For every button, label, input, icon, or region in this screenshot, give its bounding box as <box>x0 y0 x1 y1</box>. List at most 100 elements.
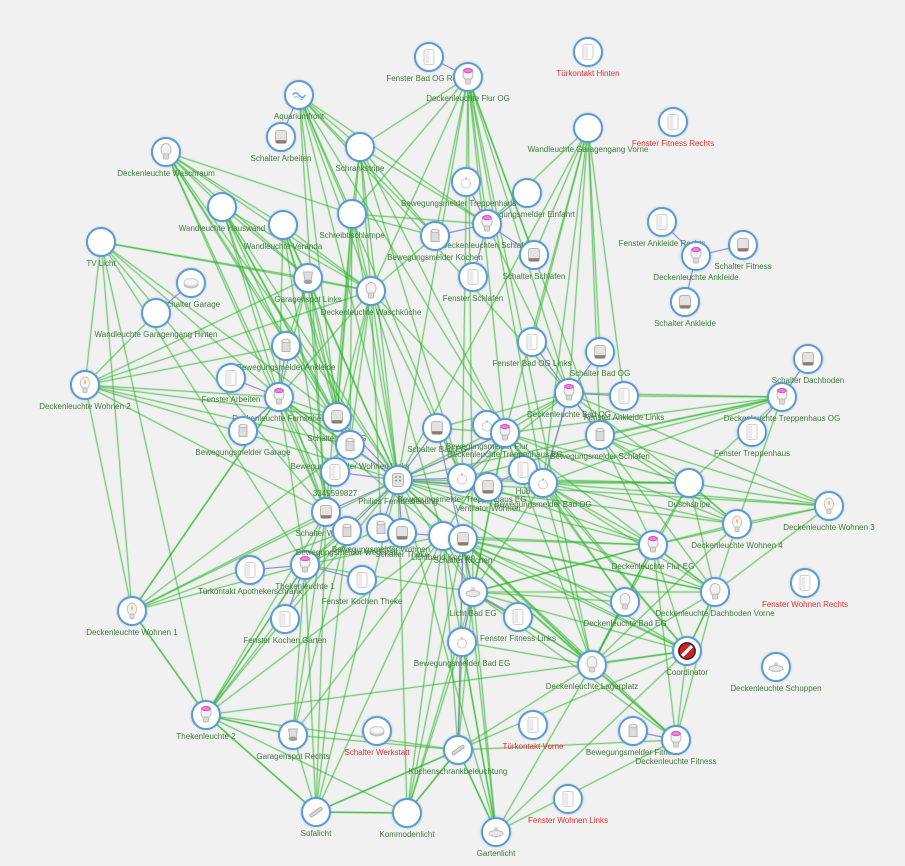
graph-node-garagenspot-links[interactable] <box>293 263 323 293</box>
graph-node-kuechenschrankbeleuchtung[interactable] <box>443 735 473 765</box>
graph-node-fenster-wohnen-links[interactable] <box>553 784 583 814</box>
mesh-edge <box>495 650 688 833</box>
window-icon <box>795 573 815 593</box>
graph-node-bewegungsmelder-bad-eg[interactable] <box>447 627 477 657</box>
graph-node-wandleuchte-hauswand[interactable] <box>207 192 237 222</box>
cylinder-icon <box>340 435 360 455</box>
graph-node-aquariumfront[interactable] <box>284 80 314 110</box>
graph-node-schalter-schlafen[interactable] <box>519 240 549 270</box>
graph-node-thekenleuchte-1[interactable] <box>290 550 320 580</box>
graph-node-wandleuchte-garagengang-vorne[interactable] <box>573 113 603 143</box>
graph-node-tuerkontakt-vorne[interactable] <box>518 710 548 740</box>
candle-icon <box>122 601 142 621</box>
graph-node-bewegungsmelder-wohnen-links[interactable] <box>335 430 365 460</box>
graph-node-bewegungsmelder-ankleide[interactable] <box>271 331 301 361</box>
mesh-edge <box>533 127 589 256</box>
mesh-edge <box>165 151 284 226</box>
graph-node-schalter-arbeiten[interactable] <box>266 122 296 152</box>
switch-icon <box>427 418 447 438</box>
graph-node-deckenleuchte-treppenhaus-og[interactable] <box>767 382 797 412</box>
graph-node-garagenspot-rechts[interactable] <box>278 720 308 750</box>
graph-node-tv-licht[interactable] <box>86 227 116 257</box>
graph-node-deckenleuchte-lagerplatz[interactable] <box>577 650 607 680</box>
mesh-edge <box>100 241 338 418</box>
graph-node-schalter-fitness[interactable] <box>728 230 758 260</box>
graph-node-device-3345599827[interactable] <box>320 457 350 487</box>
mesh-edge <box>652 544 677 741</box>
graph-node-fenster-bad-og-rechts[interactable] <box>414 42 444 72</box>
graph-node-schrankstripe[interactable] <box>345 132 375 162</box>
graph-node-schalter-bad-og[interactable] <box>585 337 615 367</box>
mesh-edge <box>591 591 716 666</box>
graph-node-bewegungsmelder-schlafen[interactable] <box>585 420 615 450</box>
graph-node-bewegungsmelder-kochen[interactable] <box>420 221 450 251</box>
graph-node-licht-bad-eg[interactable] <box>458 577 488 607</box>
graph-node-deckenleuchte-wohnen-3[interactable] <box>814 491 844 521</box>
graph-node-ventilator-wohnen[interactable] <box>473 472 503 502</box>
graph-node-duschstripe[interactable] <box>674 468 704 498</box>
graph-node-deckenleuchte-dachboden-vorne[interactable] <box>700 577 730 607</box>
graph-node-bewegungsmelder-garage[interactable] <box>228 416 258 446</box>
graph-node-deckenleuchte-waschraum[interactable] <box>151 137 181 167</box>
graph-node-deckenleuchte-flur-og[interactable] <box>453 62 483 92</box>
graph-node-deckenleuchte-treppenhaus-eg[interactable] <box>490 418 520 448</box>
graph-node-wandleuchte-veranda[interactable] <box>268 210 298 240</box>
graph-node-philips-fernbedienung[interactable] <box>383 465 413 495</box>
graph-node-fenster-ankleide-links[interactable] <box>609 381 639 411</box>
graph-node-schalter-ankleide[interactable] <box>670 287 700 317</box>
graph-node-thekenleuchte-2[interactable] <box>191 700 221 730</box>
graph-node-bewegungsmelder-fitness[interactable] <box>618 716 648 746</box>
graph-node-deckenleuchte-flur-eg[interactable] <box>638 530 668 560</box>
mesh-edge <box>370 76 469 292</box>
graph-node-fenster-fitness-rechts[interactable] <box>658 107 688 137</box>
graph-node-deckenleuchte-bad-eg[interactable] <box>610 587 640 617</box>
graph-node-fenster-bad-og-links[interactable] <box>517 327 547 357</box>
graph-node-schalter-bad-eg[interactable] <box>422 413 452 443</box>
graph-node-fenster-fitness-links[interactable] <box>503 602 533 632</box>
graph-node-bewegungsmelder-treppenhaus-og[interactable] <box>451 167 481 197</box>
graph-node-fenster-treppenhaus[interactable] <box>737 417 767 447</box>
graph-node-schalter-theke[interactable] <box>387 518 417 548</box>
window-icon <box>419 47 439 67</box>
graph-node-fenster-ankleide-rechts[interactable] <box>647 207 677 237</box>
graph-node-deckenleuchte-bad-og[interactable] <box>554 378 584 408</box>
graph-node-deckenleuchte-fernsehen[interactable] <box>264 382 294 412</box>
mesh-edge <box>472 591 497 833</box>
graph-node-schalter-flur-eg[interactable] <box>322 402 352 432</box>
graph-node-coordinator[interactable] <box>672 636 702 666</box>
window-icon <box>578 42 598 62</box>
graph-node-deckenleuchte-ankleide[interactable] <box>681 241 711 271</box>
graph-node-deckenleuchte-wohnen-1[interactable] <box>117 596 147 626</box>
mesh-edge <box>100 241 306 566</box>
graph-node-deckenleuchte-wohnen-2[interactable] <box>70 370 100 400</box>
graph-node-deckenleuchte-fitness[interactable] <box>661 725 691 755</box>
graph-node-tuerkontakt-hinten[interactable] <box>573 37 603 67</box>
graph-node-deckenleuchte-schuppen[interactable] <box>761 652 791 682</box>
graph-node-fenster-arbeiten[interactable] <box>216 363 246 393</box>
graph-node-gartenlicht[interactable] <box>481 817 511 847</box>
switch-icon <box>733 235 753 255</box>
graph-node-fenster-wohnen-rechts[interactable] <box>790 568 820 598</box>
graph-node-fenster-kochen-garten[interactable] <box>270 604 300 634</box>
graph-node-bewegungsmelder-einfahrt[interactable] <box>512 178 542 208</box>
graph-node-schalter-kochen[interactable] <box>448 524 478 554</box>
bulb-pink-icon <box>686 246 706 266</box>
graph-node-deckenleuchten-schlafen[interactable] <box>472 209 502 239</box>
graph-node-fenster-schlafen[interactable] <box>458 262 488 292</box>
graph-node-schalter-werkstatt[interactable] <box>362 716 392 746</box>
mesh-edge <box>165 151 351 446</box>
graph-node-bewegungsmelder-bad-og[interactable] <box>528 468 558 498</box>
graph-node-fenster-kochen-theke[interactable] <box>347 565 377 595</box>
graph-node-sofalicht[interactable] <box>301 797 331 827</box>
graph-node-schalter-garage[interactable] <box>176 268 206 298</box>
graph-node-schalter-dachboden[interactable] <box>793 344 823 374</box>
graph-node-kommodenlicht[interactable] <box>392 798 422 828</box>
graph-node-deckenleuchte-wohnen-4[interactable] <box>722 509 752 539</box>
graph-node-schreibtischlampe[interactable] <box>337 199 367 229</box>
graph-node-wandleuchte-garagengang-hinten[interactable] <box>141 298 171 328</box>
graph-node-bewegungsmelder-werkstatt[interactable] <box>332 516 362 546</box>
graph-node-deckenleuchte-waschkueche[interactable] <box>356 276 386 306</box>
graph-node-tuerkontakt-apothekerschrank[interactable] <box>235 555 265 585</box>
mesh-edge <box>84 345 287 386</box>
